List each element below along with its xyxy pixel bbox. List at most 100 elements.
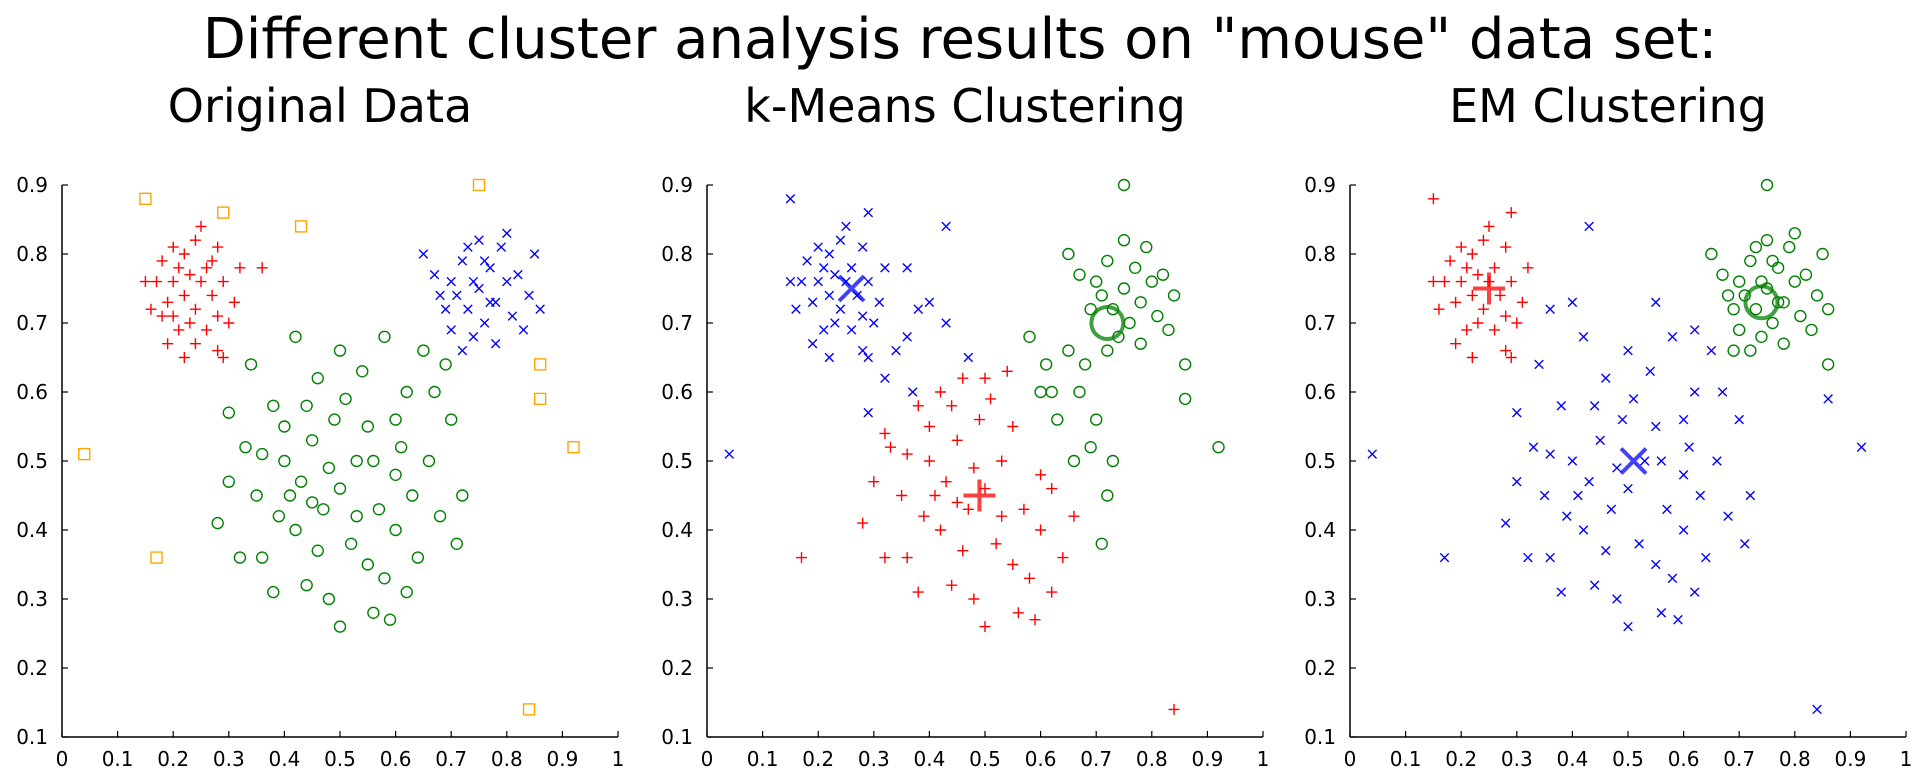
- data-point: [1034, 385, 1047, 399]
- data-point: [372, 503, 386, 516]
- data-point: [1461, 262, 1473, 274]
- data-point: [350, 510, 363, 523]
- data-point: [1805, 323, 1818, 337]
- data-point: [468, 276, 479, 287]
- data-point: [463, 242, 473, 252]
- data-point: [1656, 608, 1667, 618]
- data-point: [830, 318, 840, 328]
- x-tick-label: 0.6: [380, 747, 412, 771]
- data-point: [472, 178, 486, 192]
- data-point: [1766, 316, 1779, 330]
- data-point: [1134, 296, 1147, 309]
- scatter-series-plus: [1427, 193, 1534, 363]
- data-point: [1749, 240, 1763, 254]
- data-point: [1477, 234, 1489, 246]
- data-point: [1046, 483, 1058, 495]
- data-point: [918, 510, 930, 522]
- data-point: [228, 296, 240, 308]
- data-point: [1489, 262, 1501, 274]
- data-point: [400, 385, 413, 399]
- x-tick-label: 0.8: [1779, 747, 1811, 771]
- data-point: [1673, 614, 1683, 625]
- data-point: [184, 317, 196, 329]
- data-point: [869, 318, 879, 328]
- kmeans-panel: k-Means Clustering 0 0.1 0.2 0.3 0.4 0.5 0.6 0.…: [645, 0, 1285, 775]
- data-point: [201, 324, 213, 336]
- data-point: [1678, 525, 1689, 535]
- data-point: [1600, 373, 1611, 383]
- data-point: [996, 510, 1008, 522]
- data-point: [990, 538, 1002, 550]
- data-point: [996, 455, 1008, 467]
- data-point: [300, 399, 313, 412]
- data-point: [322, 461, 336, 475]
- data-point: [902, 332, 912, 342]
- data-point: [1455, 241, 1467, 253]
- data-point: [1749, 303, 1763, 316]
- data-point: [463, 304, 473, 314]
- data-point: [333, 344, 347, 357]
- data-point: [422, 454, 436, 468]
- data-point: [1477, 303, 1489, 315]
- data-point: [294, 220, 308, 233]
- cluster-centroid: [837, 274, 866, 303]
- data-point: [1706, 345, 1717, 356]
- data-point: [1727, 344, 1740, 357]
- data-point: [1455, 276, 1467, 288]
- data-point: [533, 358, 547, 371]
- data-point: [924, 297, 935, 308]
- data-point: [807, 297, 818, 308]
- data-point: [835, 304, 846, 314]
- data-point: [1651, 297, 1661, 308]
- data-point: [724, 449, 735, 459]
- data-point: [328, 413, 341, 426]
- data-point: [306, 496, 319, 509]
- data-point: [417, 344, 430, 357]
- data-point: [223, 317, 235, 329]
- data-point: [1057, 552, 1069, 564]
- data-point: [1628, 394, 1639, 404]
- data-point: [891, 345, 901, 356]
- data-point: [884, 441, 896, 453]
- data-point: [267, 585, 280, 599]
- data-point: [411, 551, 425, 564]
- data-point: [1466, 248, 1478, 260]
- y-tick-label: 0.9: [16, 173, 48, 197]
- data-point: [946, 579, 958, 591]
- data-point: [344, 537, 358, 550]
- data-point: [361, 420, 374, 433]
- data-point: [835, 235, 846, 245]
- data-point: [457, 345, 468, 356]
- x-tick-label: 0.4: [1556, 747, 1588, 771]
- data-point: [239, 441, 252, 454]
- data-point: [1450, 338, 1462, 350]
- em-panel: EM Clustering 0 0.1 0.2 0.3 0.4 0.5 0.6 0.7 0.8 0…: [1288, 0, 1920, 775]
- data-point: [785, 194, 796, 204]
- axes: 0 0.1 0.2 0.3 0.4 0.5 0.6 0.7 0.8 0.9 1 0.1 0.2 0.3 0.…: [1304, 173, 1912, 771]
- data-point: [222, 475, 236, 488]
- axes: 0 0.1 0.2 0.3 0.4 0.5 0.6 0.7 0.8 0.9 1 0.1 0.2 0.3 0.…: [661, 173, 1269, 771]
- original-data-panel: Original Data 0 0.1 0.2 0.3 0.4 0.5 0.6 0.7 0.8 0…: [0, 0, 640, 775]
- data-point: [1821, 358, 1835, 371]
- data-point: [1450, 296, 1462, 308]
- x-tick-label: 0.7: [435, 747, 467, 771]
- data-point: [485, 297, 495, 308]
- x-tick-label: 0: [701, 747, 714, 771]
- y-tick-label: 0.5: [16, 449, 48, 473]
- scatter-series-plus: [139, 220, 268, 363]
- data-point: [485, 263, 495, 273]
- data-point: [496, 242, 507, 252]
- data-point: [1651, 421, 1661, 432]
- data-point: [1367, 449, 1378, 459]
- data-point: [267, 399, 280, 412]
- data-point: [1439, 552, 1450, 563]
- data-point: [1117, 282, 1131, 295]
- data-point: [383, 613, 397, 626]
- data-point: [824, 352, 835, 363]
- data-point: [294, 475, 308, 488]
- data-point: [446, 276, 456, 287]
- y-tick-label: 0.8: [661, 242, 693, 266]
- x-tick-label: 1: [612, 747, 625, 771]
- y-tick-label: 0.7: [16, 311, 48, 335]
- data-point: [350, 454, 363, 468]
